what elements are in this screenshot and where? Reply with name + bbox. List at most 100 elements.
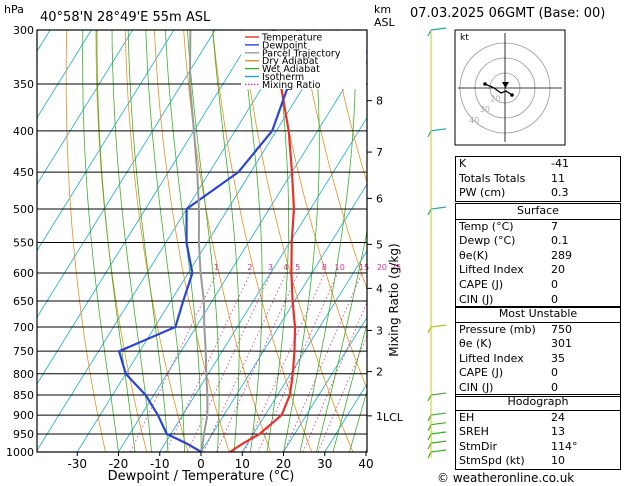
legend-label: Mixing Ratio [262, 80, 321, 91]
dry-adiabat-line [65, 30, 106, 452]
legend-box [241, 31, 366, 89]
pressure-tick-label: 500 [13, 203, 34, 216]
wind-barb [430, 449, 447, 453]
pressure-tick-label: 450 [13, 166, 34, 179]
wind-barb [430, 431, 447, 435]
dry-adiabat-line [300, 30, 367, 291]
background-lines [37, 30, 629, 452]
wind-barb [430, 412, 447, 416]
isotherm-line [37, 30, 175, 252]
pressure-tick-label: 1000 [6, 446, 34, 459]
hodograph-trace [484, 83, 513, 96]
x-tick-label: 0 [197, 457, 205, 471]
pressure-tick-label: 750 [13, 345, 34, 358]
legend-label: Dewpoint [262, 40, 307, 51]
wet-adiabat-line [145, 30, 185, 452]
mixing-ratio-label: 4 [283, 263, 288, 272]
hodo-row: EH 24 [459, 410, 565, 424]
height-unit-label-2: ASL [374, 16, 396, 29]
mixing-ratio-line [187, 272, 272, 452]
surface-title: Surface [517, 204, 559, 217]
hodograph-frame [454, 29, 566, 146]
mixing-ratio-label: 2 [247, 263, 252, 272]
isotherm-line [37, 30, 133, 186]
dry-adiabat-line [212, 30, 313, 452]
wind-barb [430, 27, 447, 31]
km-tick-label: 8 [376, 95, 383, 108]
pressure-tick-label: 850 [13, 389, 34, 402]
isotherm-line [76, 30, 340, 452]
plot-frame [36, 29, 368, 453]
index-row-k: K -41 [459, 157, 569, 170]
hodograph-ring-label: 30 [480, 105, 490, 114]
hodograph-title: Hodograph [507, 395, 569, 408]
legend-label: Dry Adiabat [262, 56, 319, 67]
mixing-ratio-label: 5 [295, 263, 300, 272]
hodograph-point [510, 93, 514, 97]
mixing-ratio-line [165, 272, 251, 452]
wind-barb [430, 206, 447, 210]
x-tick-label: -10 [150, 457, 170, 471]
hodograph-table: Hodograph EH 24 SREH 13 StmDir 114° StmSpd … [455, 394, 621, 470]
pressure-tick-label: 300 [13, 24, 34, 37]
km-tick-label: 3 [376, 324, 383, 337]
x-axis-label: Dewpoint / Temperature (°C) [108, 469, 295, 484]
surface-row: CIN (J) 0 [459, 292, 558, 306]
wet-adiabat-line [349, 389, 367, 452]
dry-adiabat-line [622, 30, 629, 452]
pressure-tick-label: 800 [13, 368, 34, 381]
isotherm-line [37, 30, 92, 119]
wind-barb [430, 324, 447, 328]
lcl-label: LCL [383, 411, 404, 424]
series-temperature [229, 30, 297, 452]
pressure-tick-label: 650 [13, 295, 34, 308]
mu-row: CIN (J) 0 [459, 380, 558, 394]
wind-barb [430, 440, 447, 444]
mixing-ratio-label: 25 [391, 263, 401, 272]
pressure-tick-label: 550 [13, 236, 34, 249]
index-row-pw: PW (cm) 0.3 [459, 186, 569, 200]
surface-row: Lifted Index 20 [459, 263, 565, 277]
hodograph-ring-label: 20 [490, 95, 500, 104]
isotherm-line [241, 250, 367, 452]
wet-adiabat-line [212, 30, 240, 452]
pressure-tick-label: 900 [13, 409, 34, 422]
wet-adiabat-line [332, 321, 367, 452]
wet-adiabat-line [82, 30, 119, 452]
mixing-ratio-label: 10 [335, 263, 345, 272]
pressure-tick-label: 600 [13, 267, 34, 280]
isotherm-line [200, 183, 367, 452]
mixing-ratio-label: 1 [214, 263, 219, 272]
dry-adiabat-line [329, 30, 367, 185]
pressure-tick-label: 350 [13, 78, 34, 91]
x-tick-label: 40 [358, 457, 373, 471]
pressure-tick-label: 400 [13, 125, 34, 138]
mu-row: Lifted Index 35 [459, 351, 565, 365]
isotherm-line [283, 316, 367, 452]
mixing-ratio-axis-label: Mixing Ratio (g/kg) [387, 243, 401, 356]
x-tick-label: 10 [235, 457, 250, 471]
dry-adiabat-line [154, 30, 230, 452]
isotherm-line [159, 116, 367, 452]
km-tick-label: 1 [376, 410, 383, 423]
mixing-ratio-label: 3 [268, 263, 273, 272]
most-unstable-title: Most Unstable [498, 307, 578, 320]
isotherm-line [37, 30, 257, 385]
wet-adiabat-line [316, 229, 367, 452]
wind-barb [430, 128, 447, 132]
profile-lines [117, 30, 299, 452]
credit-label: © weatheronline.co.uk [437, 471, 575, 485]
x-tick-label: -20 [109, 457, 129, 471]
pressure-tick-label: 950 [13, 428, 34, 441]
hodograph-ring-label: 40 [469, 116, 479, 125]
mixing-ratio-label: 20 [377, 263, 387, 272]
axes: 1 2 3 4 5 8 10 15 20 2530035040045050055060065070… [6, 24, 404, 471]
surface-row: CAPE (J) 0 [459, 277, 558, 291]
x-tick-label: -30 [67, 457, 87, 471]
series-dewpoint [117, 30, 299, 452]
surface-table: Surface Temp (°C) 7 Dewp (°C) 0.1 θe(K) 289… [455, 203, 621, 309]
x-tick-label: 20 [276, 457, 291, 471]
